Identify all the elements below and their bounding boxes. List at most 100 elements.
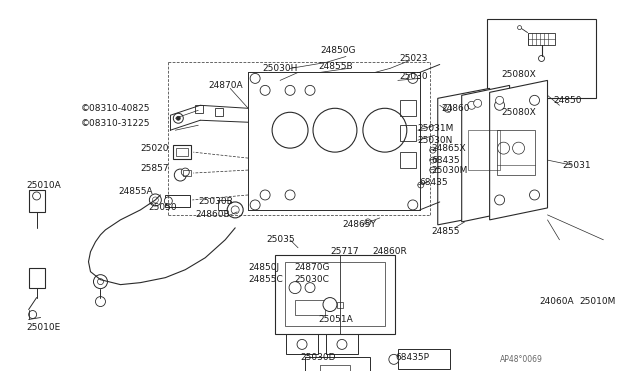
- Circle shape: [408, 200, 418, 210]
- Text: 25035: 25035: [266, 235, 295, 244]
- Text: 25030D: 25030D: [300, 353, 335, 362]
- Circle shape: [529, 95, 540, 105]
- Circle shape: [313, 108, 357, 152]
- Circle shape: [33, 192, 40, 200]
- Circle shape: [285, 86, 295, 95]
- Bar: [195, 105, 204, 113]
- Circle shape: [495, 195, 504, 205]
- Text: 24850: 24850: [554, 96, 582, 105]
- Text: 24855B: 24855B: [318, 62, 353, 71]
- Circle shape: [495, 96, 504, 104]
- Circle shape: [363, 108, 407, 152]
- Text: 24850G: 24850G: [320, 46, 355, 55]
- Circle shape: [513, 142, 525, 154]
- Text: AP48°0069: AP48°0069: [500, 355, 543, 364]
- Bar: [173, 145, 191, 159]
- Text: 25010A: 25010A: [27, 180, 61, 189]
- Circle shape: [468, 101, 476, 109]
- Bar: [218, 200, 230, 210]
- Circle shape: [305, 283, 315, 293]
- Circle shape: [164, 197, 172, 205]
- Circle shape: [498, 142, 509, 154]
- Circle shape: [95, 296, 106, 307]
- Circle shape: [495, 100, 504, 110]
- Bar: [183, 170, 191, 176]
- Text: 25080X: 25080X: [501, 108, 536, 117]
- Bar: [400, 125, 416, 141]
- Circle shape: [227, 202, 243, 218]
- Text: 25051A: 25051A: [318, 315, 353, 324]
- Circle shape: [518, 26, 522, 30]
- Circle shape: [408, 73, 418, 83]
- Circle shape: [272, 112, 308, 148]
- Circle shape: [538, 55, 545, 61]
- Bar: [275, 255, 395, 334]
- Circle shape: [418, 182, 424, 188]
- Bar: [29, 268, 45, 288]
- Bar: [286, 334, 318, 355]
- Bar: [486, 19, 596, 98]
- Circle shape: [181, 168, 189, 176]
- Polygon shape: [490, 80, 547, 220]
- Circle shape: [474, 99, 482, 107]
- Bar: [285, 262, 385, 327]
- Circle shape: [173, 113, 183, 123]
- Text: 24870A: 24870A: [208, 81, 243, 90]
- Bar: [398, 349, 450, 369]
- Text: 24860B: 24860B: [195, 211, 230, 219]
- Text: 25020: 25020: [140, 144, 169, 153]
- Bar: [497, 130, 534, 175]
- Text: 24850J: 24850J: [248, 263, 279, 272]
- Circle shape: [337, 339, 347, 349]
- Text: 25717: 25717: [330, 247, 358, 256]
- Circle shape: [174, 169, 186, 181]
- Bar: [29, 190, 45, 212]
- Text: 24865Y: 24865Y: [342, 220, 376, 230]
- Bar: [295, 299, 325, 314]
- Bar: [326, 334, 358, 355]
- Circle shape: [430, 147, 436, 153]
- Text: 25023: 25023: [400, 54, 428, 63]
- Circle shape: [250, 200, 260, 210]
- Bar: [215, 108, 223, 116]
- Circle shape: [152, 197, 158, 203]
- Circle shape: [260, 190, 270, 200]
- Text: 24870G: 24870G: [294, 263, 330, 272]
- Text: 24855: 24855: [432, 227, 460, 236]
- Circle shape: [430, 157, 436, 163]
- Polygon shape: [461, 86, 509, 222]
- Circle shape: [305, 86, 315, 95]
- Text: 68435: 68435: [420, 177, 449, 186]
- Text: 24865X: 24865X: [432, 144, 467, 153]
- Text: 25010M: 25010M: [579, 297, 616, 306]
- Circle shape: [149, 194, 161, 206]
- Bar: [468, 130, 500, 170]
- Circle shape: [176, 116, 180, 120]
- Bar: [165, 195, 190, 207]
- Circle shape: [389, 355, 399, 364]
- Text: 25050: 25050: [148, 203, 177, 212]
- Text: ©08310-40825: ©08310-40825: [81, 104, 150, 113]
- Text: 24855A: 24855A: [118, 187, 153, 196]
- Text: 25857: 25857: [140, 164, 169, 173]
- Bar: [527, 33, 556, 45]
- Circle shape: [297, 339, 307, 349]
- Circle shape: [250, 73, 260, 83]
- Text: 25010E: 25010E: [27, 323, 61, 332]
- Text: 25030C: 25030C: [294, 275, 329, 284]
- Circle shape: [229, 204, 241, 216]
- Text: 25030H: 25030H: [262, 64, 298, 73]
- Bar: [305, 357, 370, 372]
- Bar: [320, 365, 350, 372]
- Text: 25031M: 25031M: [418, 124, 454, 133]
- Text: 24860: 24860: [442, 104, 470, 113]
- Text: 24855C: 24855C: [248, 275, 283, 284]
- Text: ©08310-31225: ©08310-31225: [81, 119, 150, 128]
- Circle shape: [289, 282, 301, 294]
- Text: 25031: 25031: [563, 161, 591, 170]
- Text: 25030: 25030: [400, 72, 428, 81]
- Polygon shape: [438, 89, 490, 225]
- Bar: [400, 152, 416, 168]
- Text: 68435: 68435: [432, 155, 460, 164]
- Circle shape: [529, 190, 540, 200]
